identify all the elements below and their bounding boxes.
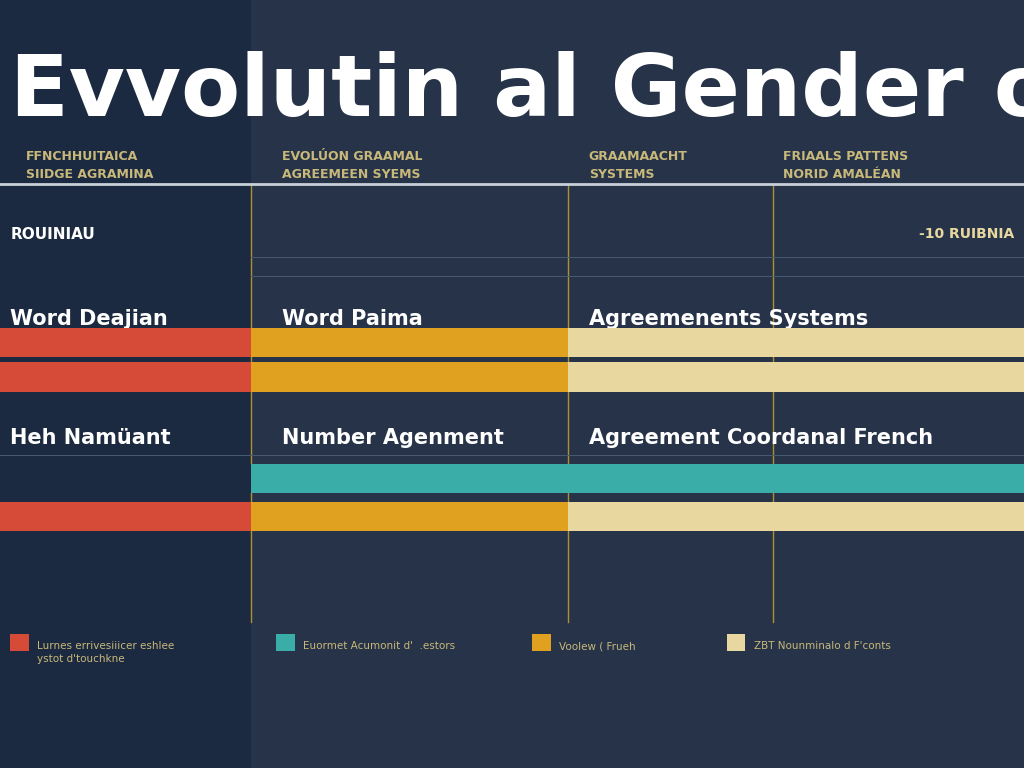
Text: ZBT Nounminalo d F'conts: ZBT Nounminalo d F'conts: [754, 641, 891, 651]
FancyBboxPatch shape: [568, 362, 1024, 392]
Text: -10 RUIBNIA: -10 RUIBNIA: [919, 227, 1014, 241]
Text: Voolew ( Frueh: Voolew ( Frueh: [559, 641, 636, 651]
FancyBboxPatch shape: [251, 328, 568, 357]
Text: Euormet Acumonit d'  .estors: Euormet Acumonit d' .estors: [303, 641, 456, 651]
FancyBboxPatch shape: [10, 634, 29, 651]
FancyBboxPatch shape: [727, 634, 745, 651]
Text: ROUINIAU: ROUINIAU: [10, 227, 95, 242]
FancyBboxPatch shape: [0, 464, 251, 493]
Text: Lurnes errivesiiicer eshlee
ystot d'touchkne: Lurnes errivesiiicer eshlee ystot d'touc…: [37, 641, 174, 664]
FancyBboxPatch shape: [568, 328, 1024, 357]
Text: Word Paima: Word Paima: [282, 309, 422, 329]
FancyBboxPatch shape: [0, 502, 251, 531]
FancyBboxPatch shape: [532, 634, 551, 651]
FancyBboxPatch shape: [251, 502, 568, 531]
Text: Number Agenment: Number Agenment: [282, 428, 504, 448]
Text: Evvolutin al Gender of Systemss: Evvolutin al Gender of Systemss: [10, 51, 1024, 134]
Text: Word Deajian: Word Deajian: [10, 309, 168, 329]
Text: FRIAALS PATTENS
NORID AMALÉAN: FRIAALS PATTENS NORID AMALÉAN: [783, 150, 908, 180]
FancyBboxPatch shape: [0, 0, 251, 768]
FancyBboxPatch shape: [0, 328, 251, 357]
FancyBboxPatch shape: [568, 502, 1024, 531]
FancyBboxPatch shape: [276, 634, 295, 651]
FancyBboxPatch shape: [251, 464, 1024, 493]
Text: Heh Namüant: Heh Namüant: [10, 428, 171, 448]
FancyBboxPatch shape: [0, 362, 251, 392]
Text: FFNCHHUITAICA
SIIDGE AGRAMINA: FFNCHHUITAICA SIIDGE AGRAMINA: [26, 150, 153, 180]
Text: EVOLÚON GRAAMAL
AGREEMEEN SYEMS: EVOLÚON GRAAMAL AGREEMEEN SYEMS: [282, 150, 422, 180]
FancyBboxPatch shape: [251, 362, 568, 392]
Text: GRAAMAACHT
SYSTEMS: GRAAMAACHT SYSTEMS: [589, 150, 688, 180]
Text: Agreemenents Systems: Agreemenents Systems: [589, 309, 868, 329]
Text: Agreement Coordanal French: Agreement Coordanal French: [589, 428, 933, 448]
